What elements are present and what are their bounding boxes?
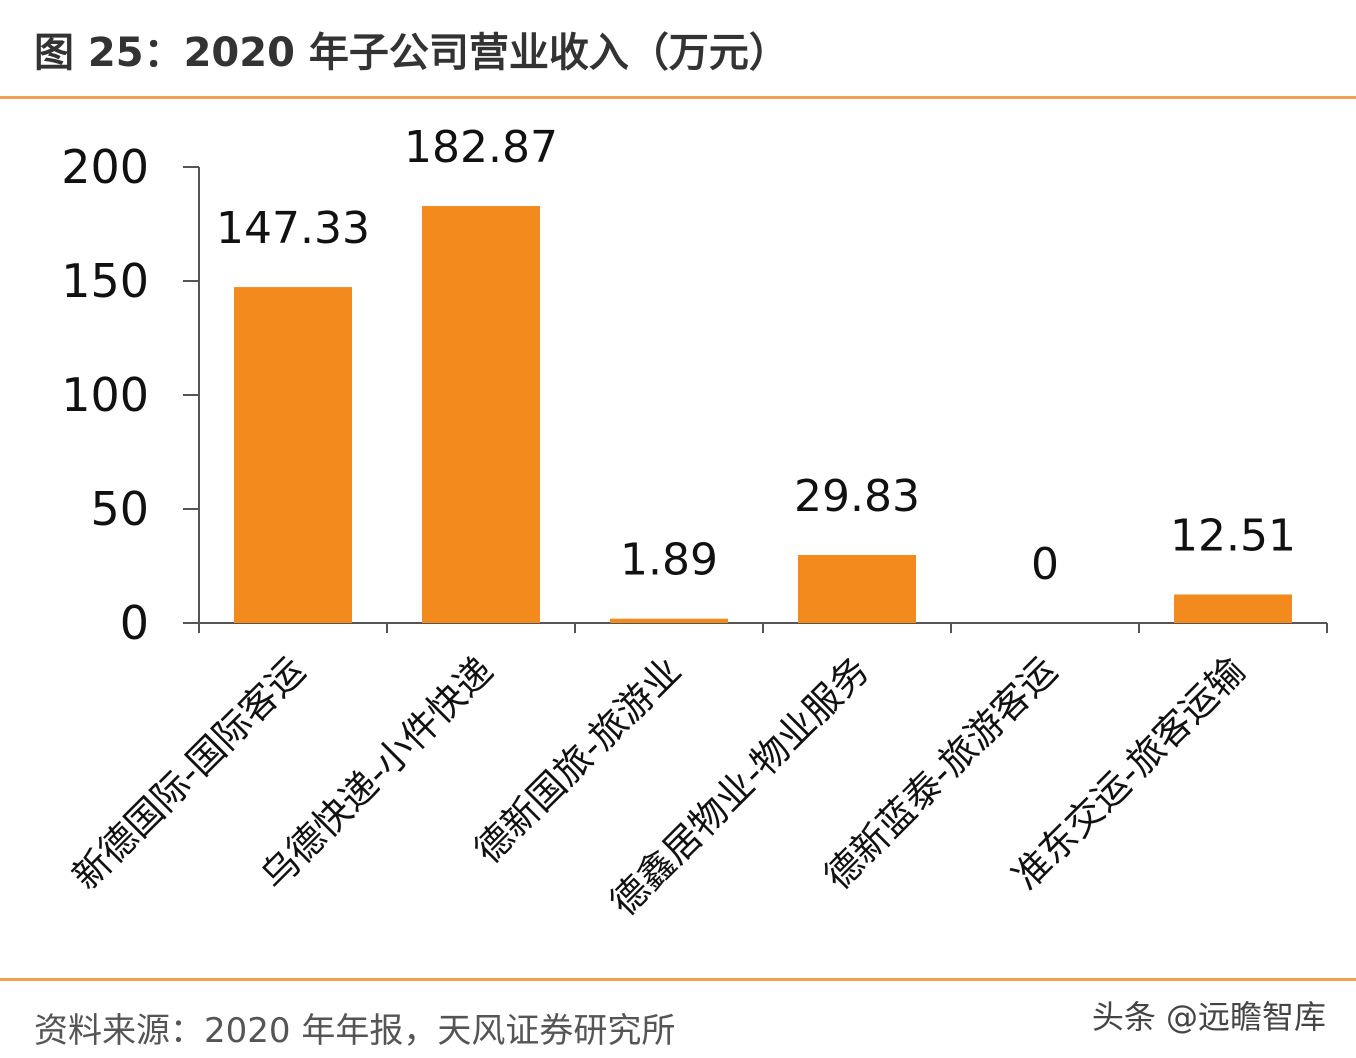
y-tick-label: 50 (90, 482, 149, 536)
bar (798, 554, 916, 623)
bar (610, 618, 728, 623)
watermark: 头条 @远瞻智库 (1091, 998, 1326, 1036)
y-tick-label: 0 (120, 596, 149, 650)
bar-chart: 050100150200147.33新德国际-国际客运182.87乌德快递-小件… (61, 122, 1328, 924)
bar (234, 287, 352, 623)
bar (1174, 594, 1292, 623)
data-label: 12.51 (1170, 510, 1296, 561)
data-label: 1.89 (620, 535, 718, 586)
category-label: 德新国旅-旅游业 (466, 649, 689, 872)
top-rule (0, 96, 1356, 99)
bar (422, 206, 540, 623)
data-label: 147.33 (216, 203, 370, 254)
data-label: 29.83 (794, 471, 920, 522)
y-tick-label: 200 (61, 140, 149, 194)
y-tick-label: 100 (61, 368, 149, 422)
source-note: 资料来源：2020 年年报，天风证券研究所 (34, 1011, 676, 1051)
bottom-rule (0, 978, 1356, 981)
data-label: 0 (1031, 539, 1059, 590)
y-tick-label: 150 (61, 254, 149, 308)
chart-title: 图 25：2020 年子公司营业收入（万元） (34, 30, 789, 76)
data-label: 182.87 (404, 122, 558, 173)
